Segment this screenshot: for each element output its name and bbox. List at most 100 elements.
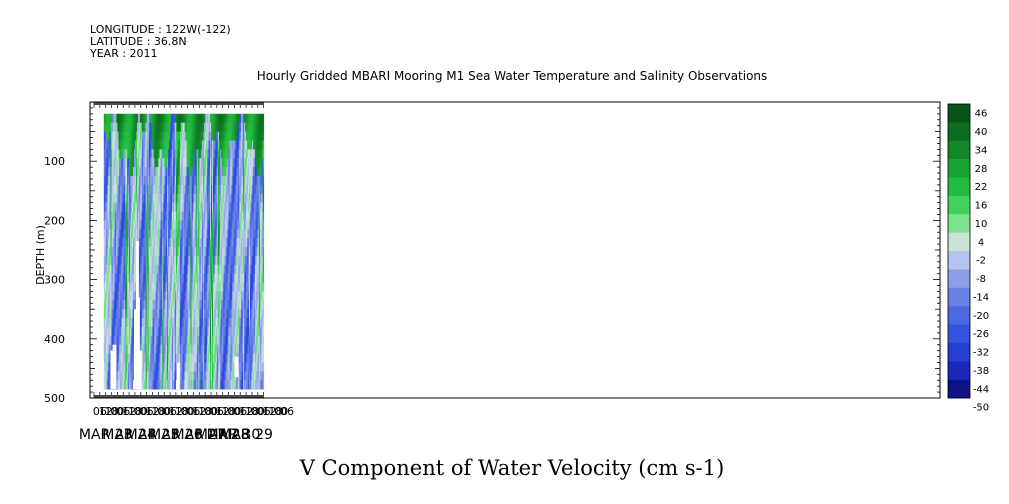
heatmap-cell [180,113,183,124]
heatmap-cell [232,158,234,168]
heatmap-cell [193,122,195,132]
heatmap-cell [171,113,173,124]
heatmap-cell [253,247,256,257]
heatmap-cell [230,282,232,292]
heatmap-cell [217,122,220,132]
heatmap-cell [204,202,206,212]
heatmap-cell [256,247,259,257]
heatmap-cell [199,229,201,239]
heatmap-cell [244,255,246,266]
heatmap-cell [145,282,148,292]
heatmap-cell [173,184,175,195]
heatmap-cell [214,273,217,283]
heatmap-cell [187,113,189,124]
heatmap-cell [247,273,249,283]
heatmap-cell [188,220,190,230]
heatmap-cell [246,300,248,310]
heatmap-cell [123,273,125,283]
heatmap-cell [235,380,237,390]
heatmap-cell [184,140,187,150]
heatmap-cell [155,273,157,283]
heatmap-cell [106,229,109,239]
heatmap-cell [212,247,215,257]
heatmap-cell [168,167,170,177]
heatmap-cell [150,176,152,186]
heatmap-cell [171,335,173,346]
heatmap-cell [163,113,165,124]
heatmap-cell [215,291,218,301]
heatmap-cell [238,247,240,257]
heatmap-cell [158,247,160,257]
heatmap-cell [109,193,111,204]
heatmap-cell [139,211,142,221]
heatmap-cell [191,344,193,354]
heatmap-cell [104,335,107,346]
heatmap-cell [218,380,221,390]
heatmap-cell [153,318,155,328]
heatmap-cell [203,255,205,266]
heatmap-cell [210,184,212,195]
heatmap-cell [130,282,132,292]
heatmap-cell [241,291,243,301]
heatmap-cell [254,362,257,372]
heatmap-cell [122,211,124,221]
heatmap-cell [148,229,150,239]
heatmap-cell [164,300,166,310]
heatmap-cell [125,211,127,221]
heatmap-cell [126,229,128,239]
heatmap-cell [134,193,137,204]
heatmap-cell [111,264,113,275]
heatmap-cell [210,309,212,319]
heatmap-cell [202,300,204,310]
heatmap-cell [247,380,249,390]
heatmap-cell [144,229,147,239]
heatmap-cell [153,122,155,132]
heatmap-cell [223,344,226,354]
heatmap-cell [236,273,238,283]
heatmap-cell [114,273,116,283]
heatmap-cell [240,193,242,204]
heatmap-cell [141,140,144,150]
heatmap-cell [109,335,111,346]
heatmap-cell [251,362,254,372]
heatmap-cell [150,247,152,257]
heatmap-cell [139,264,142,275]
heatmap-cell [201,131,203,141]
heatmap-cell [141,344,144,354]
heatmap-cell [118,211,120,221]
heatmap-cell [245,255,247,266]
heatmap-cell [149,167,151,177]
heatmap-cell [185,211,187,221]
heatmap-cell [237,131,239,141]
heatmap-cell [106,131,109,141]
heatmap-cell [111,220,113,230]
heatmap-cell [254,247,257,257]
heatmap-cell [210,122,212,132]
heatmap-cell [251,211,254,221]
heatmap-cell [112,167,114,177]
heatmap-cell [212,371,215,381]
heatmap-cell [209,362,211,372]
heatmap-cell [219,140,222,150]
heatmap-cell [167,247,169,257]
heatmap-cell [234,309,236,319]
heatmap-cell [118,300,120,310]
heatmap-cell [131,229,133,239]
heatmap-cell [214,184,217,195]
heatmap-cell [111,184,113,195]
heatmap-cell [208,300,210,310]
heatmap-cell [167,193,169,204]
heatmap-cell [122,220,124,230]
heatmap-cell [185,238,187,248]
heatmap-cell [213,255,216,266]
heatmap-cell [165,255,167,266]
heatmap-cell [259,229,262,239]
heatmap-cell [158,131,160,141]
heatmap-cell [170,353,172,363]
heatmap-cell [117,282,119,292]
heatmap-cell [141,184,144,195]
heatmap-cell [198,300,200,310]
heatmap-cell [192,318,194,328]
heatmap-cell [215,131,218,141]
heatmap-cell [149,229,151,239]
